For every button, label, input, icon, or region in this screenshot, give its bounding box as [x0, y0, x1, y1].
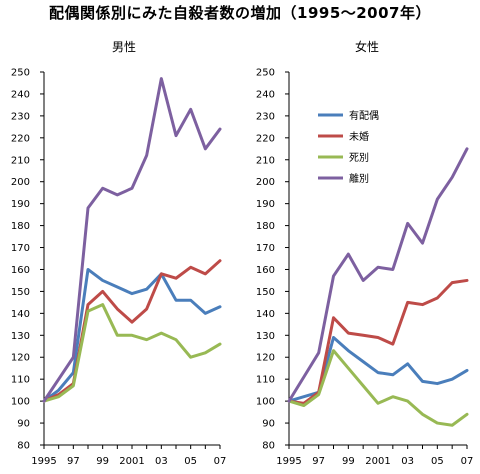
x-tick-label: 1995: [276, 456, 301, 467]
y-tick-label: 90: [262, 419, 275, 430]
x-tick-label: 05: [431, 456, 444, 467]
series-line-male-2: [42, 303, 222, 403]
y-tick-label: 210: [11, 155, 30, 166]
y-tick-label: 190: [11, 199, 30, 210]
y-tick-label: 240: [256, 89, 275, 100]
y-tick-label: 80: [262, 441, 275, 452]
y-tick-label: 120: [11, 353, 30, 364]
y-tick-label: 230: [11, 111, 30, 122]
legend-label: 有配偶: [349, 109, 379, 122]
y-tick-label: 110: [11, 375, 30, 386]
legend-label: 離別: [349, 172, 369, 185]
legend-label: 死別: [349, 152, 369, 164]
x-tick-label: 97: [67, 456, 80, 467]
y-tick-label: 220: [11, 133, 30, 144]
series-line-male-0: [42, 267, 222, 403]
page-title: 配偶関係別にみた自殺者数の増加（1995～2007年）: [49, 4, 431, 22]
y-tick-label: 140: [256, 309, 275, 320]
x-tick-label: 99: [96, 456, 109, 467]
y-tick-label: 100: [256, 397, 275, 408]
panel-title-male: 男性: [112, 40, 136, 54]
y-tick-label: 130: [256, 331, 275, 342]
y-tick-label: 160: [11, 265, 30, 276]
y-tick-label: 110: [256, 375, 275, 386]
y-tick-label: 180: [11, 221, 30, 232]
panel-title-female: 女性: [355, 39, 379, 54]
y-tick-label: 200: [256, 177, 275, 188]
y-tick-label: 90: [17, 419, 30, 430]
y-tick-label: 170: [11, 243, 30, 254]
x-tick-label: 2001: [365, 456, 390, 467]
y-tick-label: 180: [256, 221, 275, 232]
y-tick-label: 100: [11, 397, 30, 408]
y-tick-label: 140: [11, 309, 30, 320]
legend-label: 未婚: [349, 130, 369, 143]
y-tick-label: 190: [256, 199, 275, 210]
y-tick-label: 150: [256, 287, 275, 298]
x-tick-label: 03: [401, 456, 414, 467]
y-tick-label: 250: [256, 68, 275, 79]
x-tick-label: 2001: [119, 456, 144, 467]
y-tick-label: 120: [256, 353, 275, 364]
y-tick-label: 210: [256, 155, 275, 166]
y-tick-label: 240: [11, 89, 30, 100]
y-tick-label: 200: [11, 177, 30, 188]
series-line-female-0: [287, 335, 469, 403]
series-line-male-1: [42, 259, 222, 403]
x-tick-label: 05: [184, 456, 197, 467]
x-tick-label: 1995: [31, 456, 56, 467]
series-line-male-3: [42, 77, 222, 403]
x-tick-label: 03: [155, 456, 168, 467]
x-tick-label: 99: [342, 456, 355, 467]
y-tick-label: 150: [11, 287, 30, 298]
y-tick-label: 250: [11, 68, 30, 79]
x-tick-label: 97: [312, 456, 325, 467]
y-tick-label: 220: [256, 133, 275, 144]
series-line-female-2: [287, 349, 469, 427]
x-tick-label: 07: [461, 456, 474, 467]
y-tick-label: 230: [256, 111, 275, 122]
y-tick-label: 80: [17, 441, 30, 452]
y-tick-label: 170: [256, 243, 275, 254]
y-tick-label: 130: [11, 331, 30, 342]
x-tick-label: 07: [214, 456, 227, 467]
series-line-female-3: [287, 147, 469, 403]
y-tick-label: 160: [256, 265, 275, 276]
series-line-female-1: [287, 278, 469, 405]
